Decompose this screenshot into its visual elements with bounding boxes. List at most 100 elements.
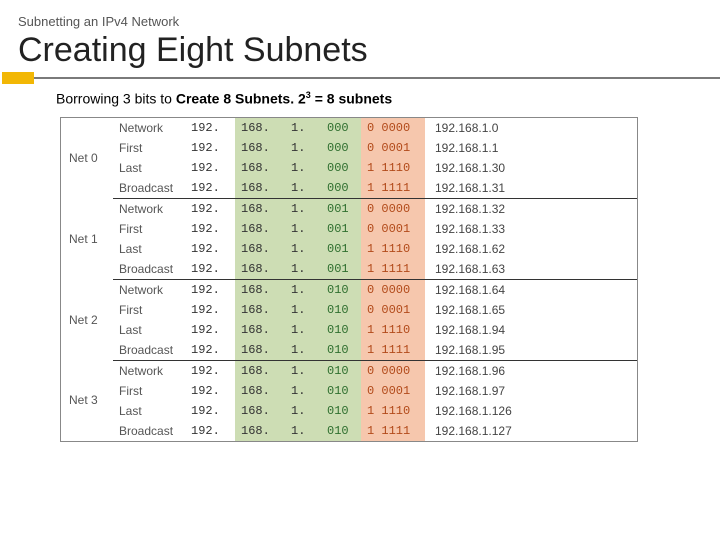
ip-address: 192.168.1.0 [425,118,637,138]
host-bits: 0 0001 [361,300,425,320]
octet-3: 1. [285,239,321,259]
octet-1: 192. [185,219,235,239]
octet-2: 168. [235,320,285,340]
table-row: First192.168.1.0010 0001192.168.1.33 [61,219,637,239]
subnet-bits: 010 [321,381,361,401]
octet-1: 192. [185,138,235,158]
octet-1: 192. [185,198,235,219]
row-label: Network [113,360,185,381]
host-bits: 0 0000 [361,279,425,300]
octet-2: 168. [235,118,285,138]
octet-2: 168. [235,401,285,421]
ip-address: 192.168.1.33 [425,219,637,239]
table-row: Net 0Network192.168.1.0000 0000192.168.1… [61,118,637,138]
table-row: Last192.168.1.0101 1110192.168.1.126 [61,401,637,421]
ip-address: 192.168.1.126 [425,401,637,421]
octet-1: 192. [185,401,235,421]
ip-address: 192.168.1.97 [425,381,637,401]
subtitle-mid: . 2 [290,91,306,107]
table-row: Last192.168.1.0011 1110192.168.1.62 [61,239,637,259]
supertitle: Subnetting an IPv4 Network [0,0,720,29]
octet-1: 192. [185,320,235,340]
octet-3: 1. [285,340,321,361]
octet-1: 192. [185,421,235,441]
host-bits: 1 1110 [361,239,425,259]
row-label: First [113,300,185,320]
ip-address: 192.168.1.64 [425,279,637,300]
octet-3: 1. [285,401,321,421]
host-bits: 1 1110 [361,158,425,178]
row-label: First [113,138,185,158]
subnet-table-container: Net 0Network192.168.1.0000 0000192.168.1… [60,117,638,442]
table-row: Last192.168.1.0101 1110192.168.1.94 [61,320,637,340]
octet-3: 1. [285,178,321,199]
row-label: Network [113,198,185,219]
table-row: Net 2Network192.168.1.0100 0000192.168.1… [61,279,637,300]
net-label: Net 0 [61,118,113,199]
subnet-bits: 001 [321,239,361,259]
row-label: Broadcast [113,178,185,199]
host-bits: 1 1111 [361,178,425,199]
octet-3: 1. [285,360,321,381]
table-row: First192.168.1.0100 0001192.168.1.65 [61,300,637,320]
table-row: First192.168.1.0100 0001192.168.1.97 [61,381,637,401]
subtitle: Borrowing 3 bits to Create 8 Subnets. 23… [0,84,720,107]
host-bits: 0 0000 [361,360,425,381]
octet-3: 1. [285,198,321,219]
subtitle-suffix: = 8 subnets [311,91,392,107]
table-row: Net 3Network192.168.1.0100 0000192.168.1… [61,360,637,381]
subtitle-prefix: Borrowing 3 bits to [56,91,176,107]
octet-3: 1. [285,300,321,320]
table-row: Last192.168.1.0001 1110192.168.1.30 [61,158,637,178]
ip-address: 192.168.1.30 [425,158,637,178]
subnet-table: Net 0Network192.168.1.0000 0000192.168.1… [61,118,637,441]
octet-1: 192. [185,259,235,280]
subnet-bits: 010 [321,401,361,421]
octet-1: 192. [185,239,235,259]
subnet-bits: 010 [321,421,361,441]
subtitle-bold: Create 8 Subnets [176,91,290,107]
row-label: Last [113,239,185,259]
subnet-bits: 001 [321,198,361,219]
ip-address: 192.168.1.32 [425,198,637,219]
octet-2: 168. [235,300,285,320]
ip-address: 192.168.1.95 [425,340,637,361]
table-row: First192.168.1.0000 0001192.168.1.1 [61,138,637,158]
row-label: Broadcast [113,340,185,361]
octet-1: 192. [185,158,235,178]
octet-3: 1. [285,381,321,401]
octet-2: 168. [235,340,285,361]
table-row: Net 1Network192.168.1.0010 0000192.168.1… [61,198,637,219]
octet-2: 168. [235,381,285,401]
ip-address: 192.168.1.94 [425,320,637,340]
subnet-bits: 010 [321,279,361,300]
octet-1: 192. [185,300,235,320]
row-label: Last [113,320,185,340]
octet-3: 1. [285,138,321,158]
row-label: Network [113,118,185,138]
row-label: First [113,381,185,401]
octet-1: 192. [185,178,235,199]
octet-3: 1. [285,279,321,300]
octet-3: 1. [285,118,321,138]
octet-1: 192. [185,360,235,381]
host-bits: 1 1110 [361,320,425,340]
ip-address: 192.168.1.127 [425,421,637,441]
accent-box [2,72,34,84]
subnet-bits: 010 [321,320,361,340]
octet-1: 192. [185,340,235,361]
host-bits: 0 0000 [361,198,425,219]
net-label: Net 1 [61,198,113,279]
subnet-bits: 010 [321,360,361,381]
row-label: Network [113,279,185,300]
host-bits: 1 1111 [361,259,425,280]
octet-2: 168. [235,219,285,239]
octet-2: 168. [235,178,285,199]
octet-2: 168. [235,259,285,280]
octet-2: 168. [235,421,285,441]
row-label: First [113,219,185,239]
octet-1: 192. [185,279,235,300]
subnet-bits: 000 [321,118,361,138]
octet-3: 1. [285,421,321,441]
subnet-bits: 010 [321,340,361,361]
